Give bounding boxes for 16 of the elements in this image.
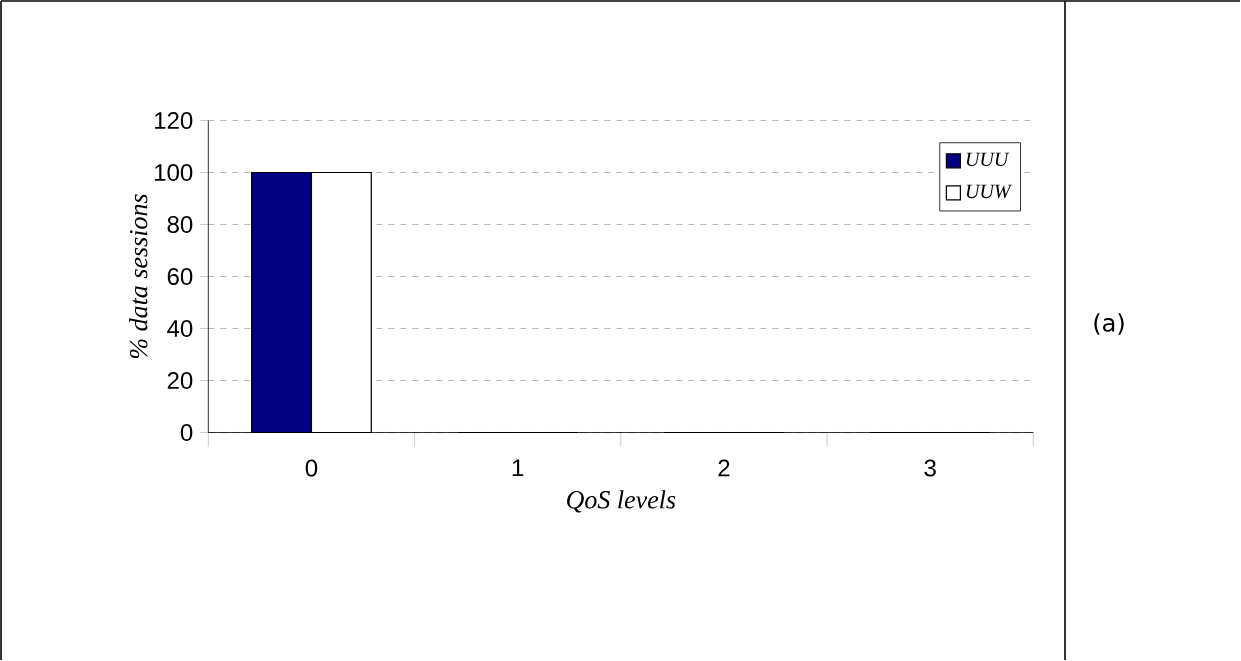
x-tick-label: 0 bbox=[305, 459, 318, 477]
x-tick-label: 3 bbox=[924, 459, 936, 477]
legend-label: UUU bbox=[966, 152, 1010, 167]
y-tick-label: 80 bbox=[167, 216, 193, 234]
x-axis-title: QoS levels bbox=[567, 490, 676, 513]
y-tick-label: 120 bbox=[155, 112, 193, 130]
y-tick-label: 20 bbox=[167, 372, 193, 390]
y-tick-label: 100 bbox=[155, 164, 193, 182]
legend-label: UUW bbox=[966, 184, 1013, 199]
y-tick-label: 40 bbox=[167, 320, 193, 338]
y-tick-label: 60 bbox=[167, 268, 193, 286]
text: (a) bbox=[1094, 313, 1124, 335]
x-tick-label: 2 bbox=[718, 459, 730, 477]
x-tick-label: 1 bbox=[512, 459, 524, 477]
y-tick-label: 0 bbox=[180, 424, 193, 442]
y-axis-title: % data sessions bbox=[129, 194, 148, 359]
